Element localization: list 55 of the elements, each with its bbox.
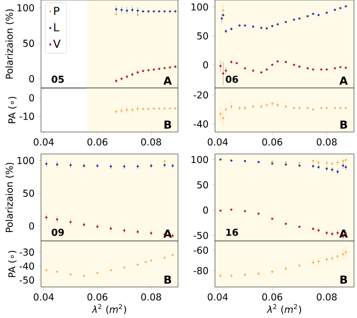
y-tick-label: -30 [20,248,34,256]
y-tick-label: 100 [18,4,34,12]
x-axis-title: λ$^{2}$ (m$^{2}$) [266,304,302,314]
y-tick-label: 0 [29,75,34,82]
y-tick-label: -40 [194,120,208,128]
y-tick-label: -50 [194,232,208,240]
annotation: A [163,76,172,85]
y-tick-label: -10 [20,112,34,120]
x-tick-label: 0.06 [262,293,282,301]
y-tick-label: 100 [18,156,34,164]
y-tick-label: -40 [20,262,34,270]
x-tick-label: 0.08 [316,293,337,301]
y-axis-title: Polarizaion (%) [6,9,14,79]
annotation: B [340,120,348,129]
y-tick-label: 0 [203,206,208,214]
y-tick-label: 50 [197,181,208,188]
y-tick-label: -20 [194,91,208,99]
y-tick-label: -80 [194,267,208,274]
legend-label: V [53,40,61,48]
y-tick-label: 0 [203,61,208,68]
x-tick-label: 0.08 [141,138,162,146]
y-axis-title: PA (∘) [8,250,17,278]
x-tick-label: 0.08 [316,138,337,146]
annotation: A [163,230,172,238]
annotation: B [340,276,348,284]
x-axis-title: λ$^{2}$ (m$^{2}$) [92,304,126,314]
y-tick-label: 50 [23,40,34,47]
annotation: B [164,276,172,284]
y-tick-label: 100 [192,3,208,11]
annotation: 09 [52,228,64,236]
x-tick-label: 0.06 [262,138,282,146]
y-tick-label: -50 [20,276,34,284]
y-axis-title: PA (∘) [8,96,17,124]
y-tick-label: 50 [23,190,34,197]
x-tick-label: 0.08 [141,293,162,301]
y-tick-label: 50 [197,32,208,40]
annotation: 05 [52,76,64,83]
annotation: 06 [226,76,238,83]
x-tick-label: 0.04 [208,293,228,301]
annotation: B [164,120,172,129]
x-tick-label: 0.04 [34,138,54,146]
x-tick-label: 0.06 [87,293,108,301]
y-tick-label: 0 [29,94,34,102]
x-tick-label: 0.04 [208,138,228,146]
y-tick-label: 100 [192,156,208,164]
legend-label: L [54,23,60,32]
y-tick-label: 0 [29,222,34,230]
annotation: A [339,230,348,238]
legend-label: P [54,6,60,15]
x-tick-label: 0.06 [87,138,108,146]
annotation: A [339,76,348,85]
y-tick-label: -60 [194,246,208,254]
x-tick-label: 0.04 [34,293,54,301]
y-axis-title: Polarizaion (%) [6,162,14,232]
annotation: 16 [226,228,238,236]
